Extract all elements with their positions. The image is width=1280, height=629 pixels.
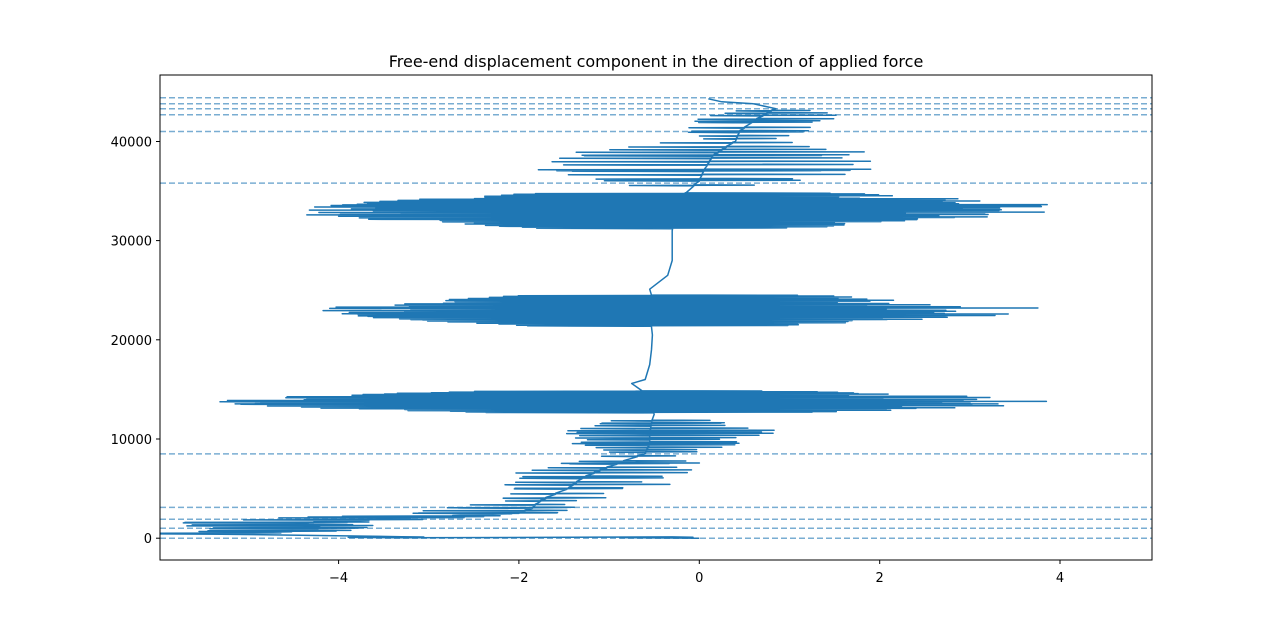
x-tick-label: 4 <box>1056 571 1064 586</box>
reference-lines <box>160 97 1152 539</box>
x-tick-label: −2 <box>509 571 528 586</box>
y-tick-label: 20000 <box>111 334 152 349</box>
x-tick-label: −4 <box>329 571 348 586</box>
x-tick-label: 0 <box>695 571 703 586</box>
y-axis: 0 10000 20000 30000 40000 <box>111 136 160 547</box>
chart-title: Free-end displacement component in the d… <box>389 52 924 71</box>
series-line <box>160 98 1048 539</box>
plot-frame <box>159 74 1153 561</box>
y-tick-label: 0 <box>144 532 152 547</box>
y-tick-label: 40000 <box>111 136 152 151</box>
x-axis: −4 −2 0 2 4 <box>329 560 1064 586</box>
x-tick-label: 2 <box>876 571 884 586</box>
y-tick-label: 30000 <box>111 235 152 250</box>
plot-area <box>160 97 1152 539</box>
y-tick-label: 10000 <box>111 433 152 448</box>
